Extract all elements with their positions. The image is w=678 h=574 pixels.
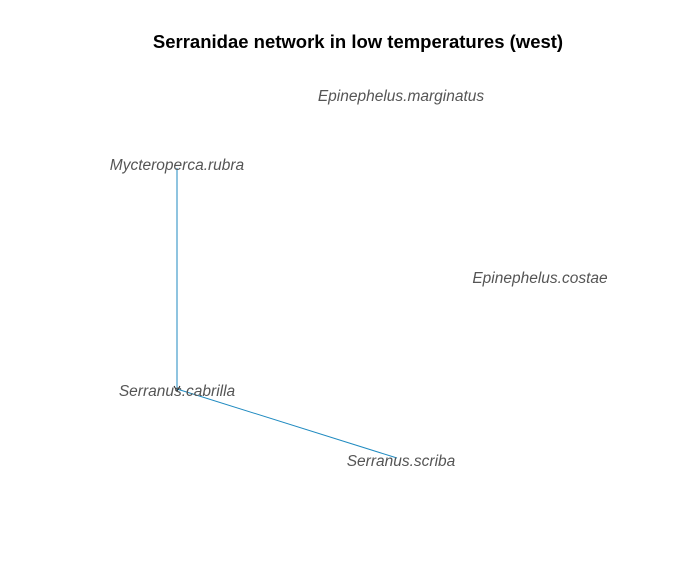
nodes-layer: Epinephelus.marginatus Mycteroperca.rubra… (110, 88, 608, 470)
node-label-serranus-cabrilla: Serranus.cabrilla (119, 383, 236, 400)
edge-serranus-cabrilla-serranus-scriba (176, 388, 398, 459)
plot-title: Serranidae network in low temperatures (… (153, 31, 563, 52)
node-label-epinephelus-marginatus: Epinephelus.marginatus (318, 88, 485, 105)
node-label-epinephelus-costae: Epinephelus.costae (472, 270, 608, 287)
edges-layer (173, 168, 398, 459)
edge-arrow-tip (173, 385, 181, 392)
node-label-mycteroperca-rubra: Mycteroperca.rubra (110, 157, 245, 174)
node-label-serranus-scriba: Serranus.scriba (347, 453, 456, 470)
